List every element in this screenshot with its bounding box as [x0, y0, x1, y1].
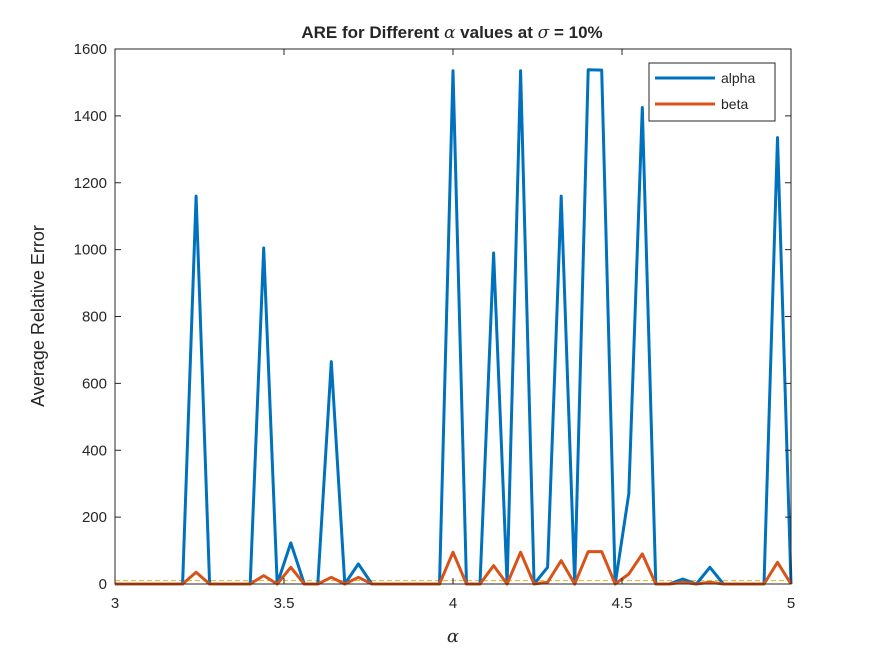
x-tick-label: 5	[787, 595, 795, 612]
x-tick-label: 4.5	[612, 595, 633, 612]
chart-title-sigma-symbol: σ	[538, 23, 550, 43]
y-tick-label: 1400	[74, 108, 107, 125]
y-tick-label: 200	[82, 509, 107, 526]
legend-box	[648, 62, 776, 122]
y-axis-label: Average Relative Error	[28, 225, 48, 407]
legend: alpha beta	[648, 62, 776, 122]
y-tick-label: 1000	[74, 242, 107, 259]
chart-title-suffix: = 10%	[549, 23, 602, 42]
x-tick-label: 3	[111, 595, 119, 612]
y-tick-label: 1200	[74, 175, 107, 192]
chart-title: ARE for Different α values at σ = 10%	[301, 23, 602, 43]
x-tick-label: 4	[449, 595, 457, 612]
x-tick-label: 3.5	[274, 595, 295, 612]
series-layer	[115, 68, 793, 586]
chart-title-alpha-symbol: α	[444, 23, 456, 43]
y-axis-ticks: 0 200 400 600 800 1000 1200 1400 1600	[74, 41, 791, 593]
y-tick-label: 1600	[74, 41, 107, 58]
y-tick-label: 400	[82, 442, 107, 459]
chart-title-prefix: ARE for Different	[301, 23, 444, 42]
series-line-alpha	[115, 68, 793, 586]
x-axis-label: α	[447, 626, 459, 647]
y-tick-label: 600	[82, 375, 107, 392]
x-axis-ticks: 3 3.5 4 4.5 5	[111, 49, 795, 612]
chart-title-middle: values at	[455, 23, 537, 42]
legend-label-beta: beta	[721, 96, 748, 112]
y-tick-label: 0	[99, 576, 107, 593]
y-tick-label: 800	[82, 309, 107, 326]
plot-area-border	[114, 48, 792, 585]
legend-label-alpha: alpha	[721, 70, 755, 86]
